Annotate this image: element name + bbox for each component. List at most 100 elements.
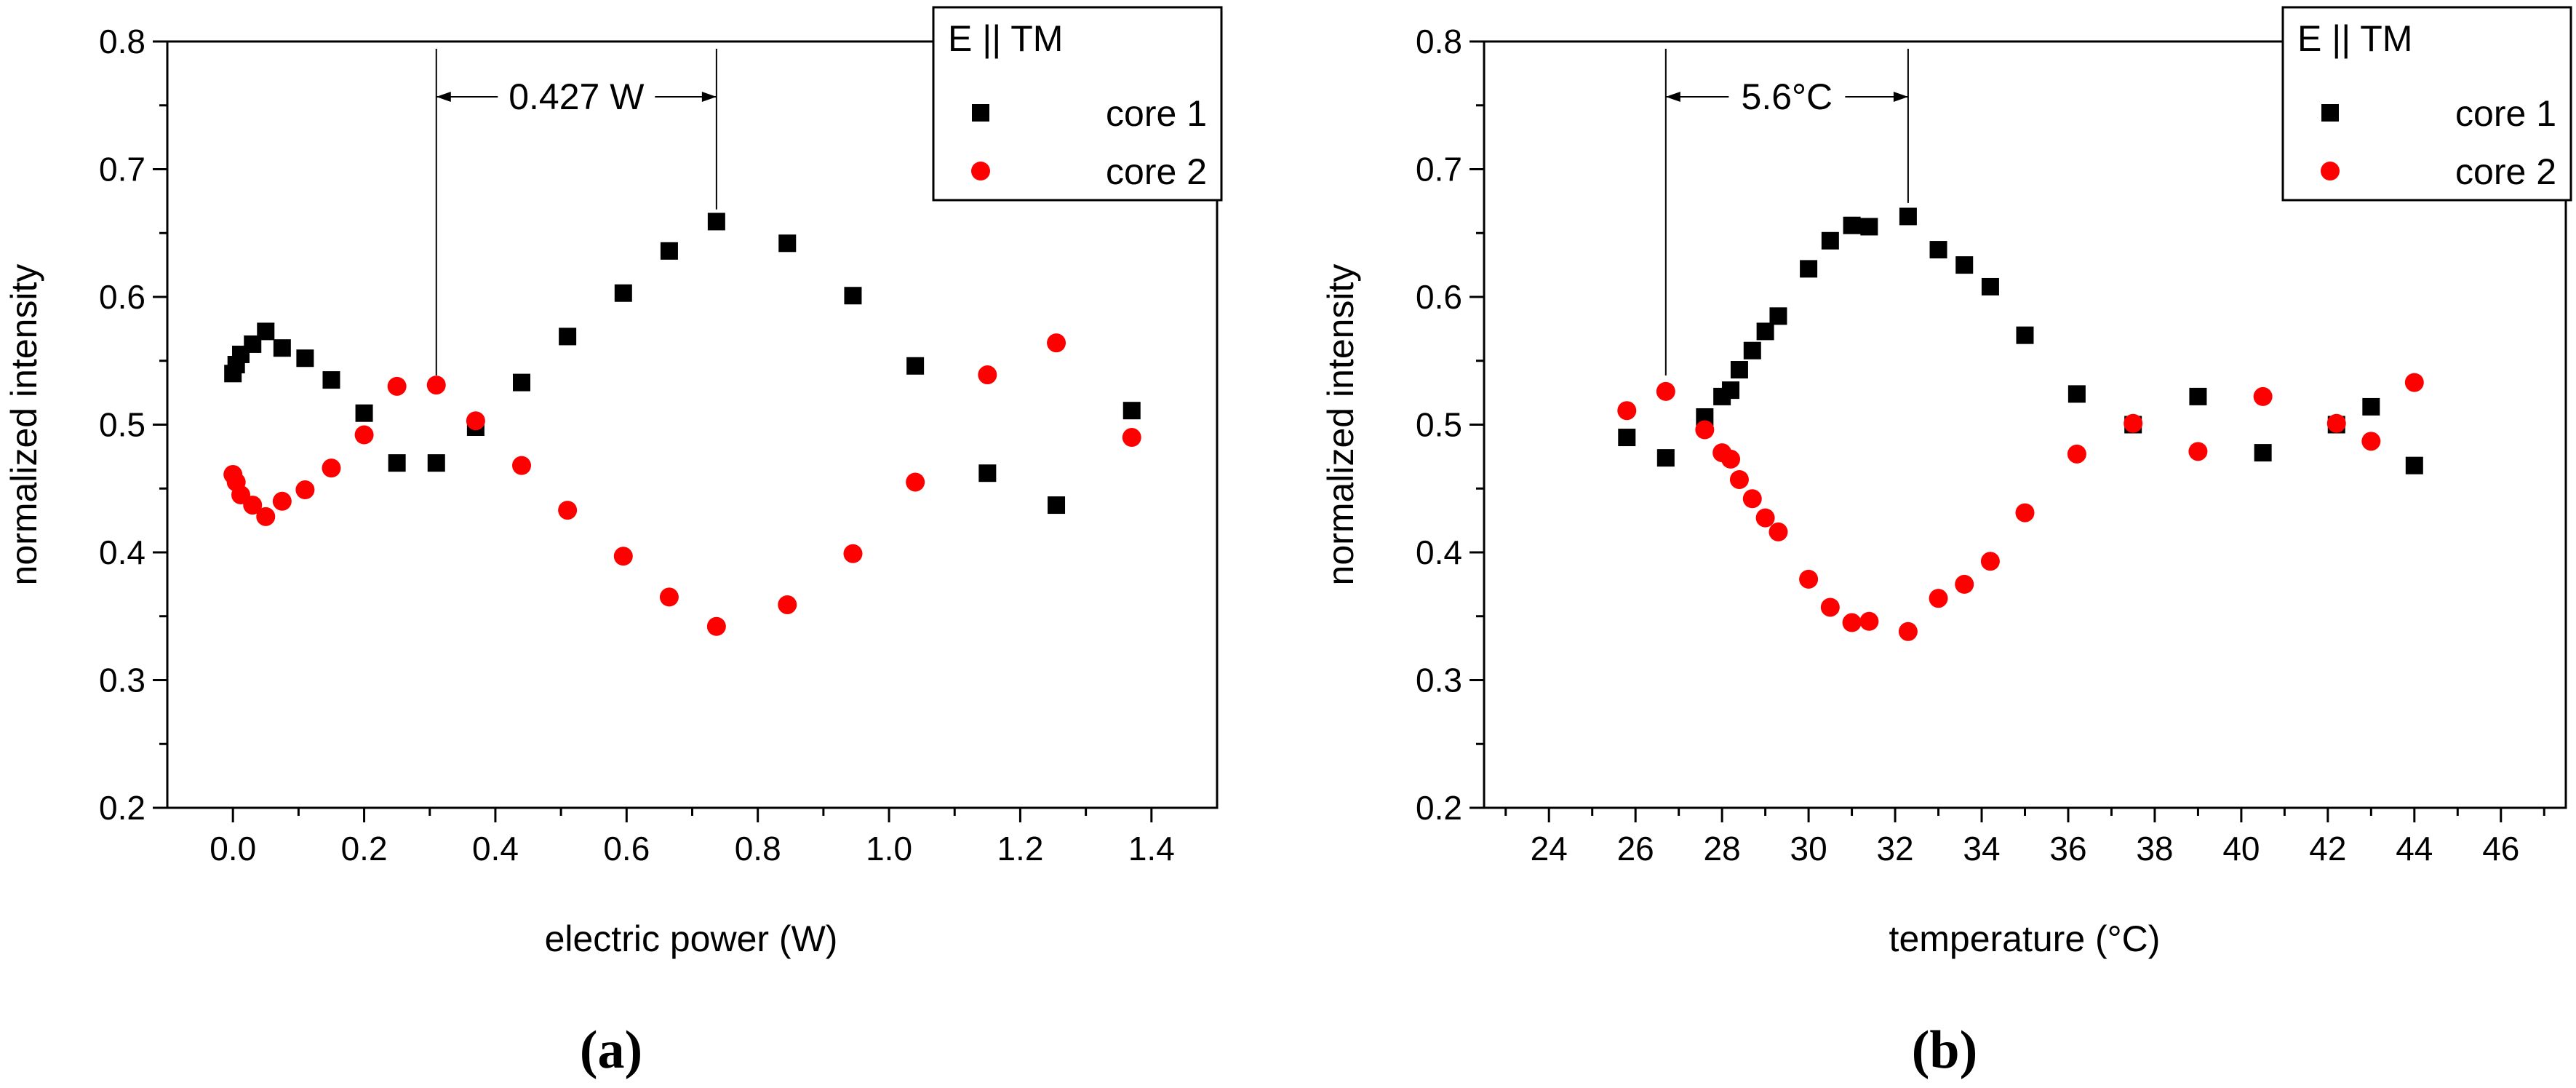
- x-tick-label: 26: [1617, 830, 1654, 867]
- data-point-core-1: [978, 464, 997, 483]
- x-tick-label: 44: [2396, 830, 2433, 867]
- data-point-core-2: [2188, 442, 2208, 461]
- data-point-core-2: [1617, 401, 1637, 421]
- x-tick-label: 34: [1963, 830, 2000, 867]
- data-point-core-1: [2189, 387, 2207, 405]
- data-point-core-2: [426, 376, 446, 395]
- data-point-core-2: [2361, 432, 2381, 451]
- data-point-core-1: [1656, 449, 1675, 467]
- data-point-core-2: [1695, 420, 1715, 440]
- data-point-core-1: [1955, 256, 1974, 274]
- legend-marker-circle: [971, 162, 990, 180]
- data-point-core-2: [2253, 386, 2273, 406]
- data-point-core-2: [1859, 611, 1879, 631]
- data-point-core-2: [1656, 381, 1675, 401]
- data-point-core-1: [614, 284, 632, 302]
- x-tick-label: 38: [2136, 830, 2173, 867]
- annotation-arrowhead-right: [1893, 92, 1908, 102]
- x-tick-label: 30: [1790, 830, 1827, 867]
- x-axis-label: temperature (°C): [1889, 918, 2161, 959]
- data-point-core-1: [2362, 397, 2380, 416]
- data-point-core-1: [1756, 322, 1774, 341]
- data-point-core-1: [1122, 402, 1141, 420]
- x-tick-label: 24: [1531, 830, 1568, 867]
- annotation-arrowhead-left: [436, 92, 451, 102]
- annotation-arrowhead-right: [701, 92, 717, 102]
- x-tick-label: 0.4: [472, 830, 519, 867]
- y-axis-label: normalized intensity: [4, 264, 44, 586]
- y-tick-label: 0.3: [1416, 662, 1462, 699]
- data-point-core-1: [1843, 216, 1861, 234]
- data-point-core-2: [659, 587, 679, 607]
- data-point-core-2: [272, 491, 292, 511]
- legend-entry: core 2: [2455, 151, 2556, 192]
- data-point-core-1: [2405, 456, 2423, 474]
- data-point-core-1: [1860, 218, 1878, 236]
- y-tick-label: 0.4: [99, 533, 145, 571]
- y-tick-label: 0.5: [99, 406, 145, 444]
- y-tick-label: 0.5: [1416, 406, 1462, 444]
- data-point-core-1: [2016, 326, 2034, 344]
- data-point-core-2: [1742, 489, 1762, 509]
- y-tick-label: 0.2: [99, 789, 145, 827]
- data-point-core-1: [1730, 361, 1748, 379]
- y-tick-label: 0.6: [99, 278, 145, 316]
- x-tick-label: 42: [2309, 830, 2346, 867]
- legend-title: E || TM: [948, 18, 1063, 59]
- data-point-core-1: [844, 287, 862, 305]
- data-point-core-1: [1800, 260, 1818, 278]
- data-point-core-2: [843, 544, 863, 563]
- data-point-core-1: [388, 454, 406, 472]
- data-point-core-2: [1768, 522, 1788, 541]
- x-tick-label: 0.2: [341, 830, 388, 867]
- x-tick-label: 1.2: [997, 830, 1043, 867]
- data-point-core-2: [1820, 597, 1840, 617]
- data-point-core-1: [2067, 385, 2086, 403]
- y-tick-label: 0.6: [1416, 278, 1462, 316]
- y-tick-label: 0.8: [1416, 23, 1462, 60]
- legend: E || TM core 1 core 2: [932, 6, 1223, 202]
- data-point-core-1: [322, 371, 340, 389]
- data-point-core-1: [296, 349, 314, 368]
- legend-marker-square: [2321, 104, 2339, 122]
- annotation-arrowhead-left: [1665, 92, 1680, 102]
- data-point-core-2: [2067, 444, 2086, 464]
- data-point-core-2: [1929, 589, 1948, 608]
- data-point-core-2: [1755, 508, 1775, 528]
- x-tick-label: 1.0: [866, 830, 912, 867]
- data-point-core-2: [1980, 552, 2000, 571]
- data-point-core-1: [273, 339, 291, 357]
- data-point-core-2: [243, 496, 263, 515]
- x-tick-label: 32: [1876, 830, 1913, 867]
- data-point-core-2: [2326, 413, 2346, 433]
- data-point-core-2: [322, 458, 341, 478]
- data-point-core-2: [558, 501, 578, 520]
- panel-label: (b): [1912, 1020, 1977, 1080]
- annotation-label: 0.427 W: [509, 76, 645, 117]
- legend-entry: core 2: [1106, 151, 1207, 192]
- legend-marker-square: [972, 104, 989, 122]
- data-point-core-2: [978, 365, 997, 385]
- legend: E || TM core 1 core 2: [2281, 6, 2572, 202]
- y-tick-label: 0.7: [99, 151, 145, 188]
- data-point-core-2: [466, 411, 485, 431]
- data-point-core-2: [1898, 622, 1918, 641]
- x-tick-label: 0.6: [603, 830, 650, 867]
- data-point-core-1: [1743, 341, 1761, 360]
- data-point-core-1: [2254, 444, 2272, 462]
- y-tick-label: 0.3: [99, 662, 145, 699]
- data-point-core-1: [1899, 207, 1917, 226]
- data-point-core-2: [1047, 333, 1066, 353]
- data-point-core-1: [1722, 381, 1740, 400]
- annotation-label: 5.6°C: [1742, 76, 1833, 117]
- data-point-core-2: [2015, 503, 2035, 523]
- data-point-core-2: [512, 456, 532, 475]
- y-tick-label: 0.8: [99, 23, 145, 60]
- data-point-core-1: [1929, 241, 1947, 259]
- data-point-core-2: [906, 472, 925, 492]
- y-tick-label: 0.2: [1416, 789, 1462, 827]
- data-point-core-2: [1729, 469, 1749, 489]
- data-point-core-2: [2124, 413, 2143, 433]
- x-tick-label: 0.8: [735, 830, 781, 867]
